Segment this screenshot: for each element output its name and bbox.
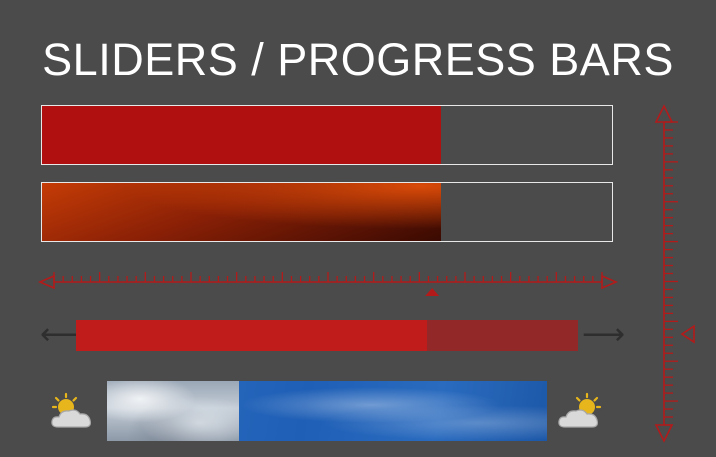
progress-fill-gradient <box>42 183 441 241</box>
arrow-slider-track[interactable] <box>76 320 578 351</box>
ruler-top-end <box>654 104 674 123</box>
arrow-right-icon[interactable]: ⟶ <box>582 317 626 352</box>
sun-behind-cloud-icon-right[interactable] <box>557 391 605 431</box>
ruler-right-end <box>601 274 619 290</box>
ruler-handle <box>425 288 440 296</box>
progress-fill-solid <box>42 106 441 164</box>
horizontal-ruler-slider[interactable] <box>37 262 619 302</box>
sun-behind-cloud-icon[interactable] <box>48 391 96 431</box>
arrow-slider-fill <box>76 320 428 351</box>
weather-slider-track[interactable] <box>107 381 547 441</box>
progress-bar-solid[interactable] <box>41 105 613 165</box>
ruler-handle <box>680 324 695 344</box>
weather-slider-fill <box>107 381 239 441</box>
page-title: SLIDERS / PROGRESS BARS <box>42 34 674 85</box>
ruler-bottom-end <box>654 424 674 443</box>
vertical-ruler-slider[interactable] <box>648 100 695 445</box>
ruler-left-end <box>37 274 55 290</box>
arrow-left-icon[interactable]: ⟵ <box>40 317 84 352</box>
progress-bar-gradient[interactable] <box>41 182 613 242</box>
